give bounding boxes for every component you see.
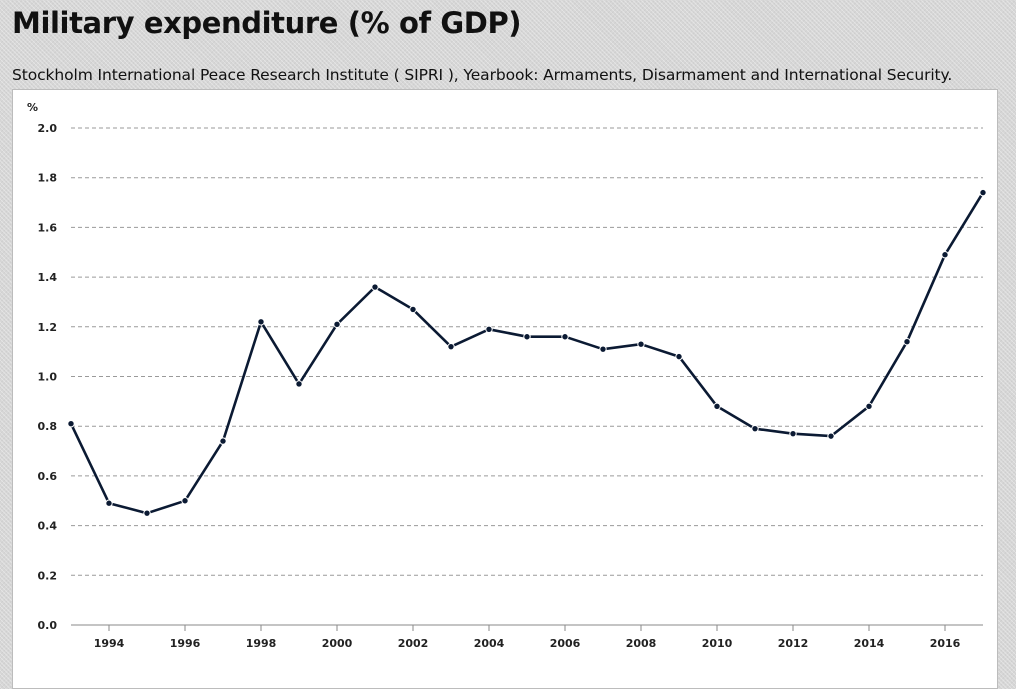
data-point[interactable] [143,509,151,517]
data-point[interactable] [485,325,493,333]
x-tick-label: 2012 [778,637,809,650]
data-point[interactable] [979,188,987,197]
x-tick-label: 1998 [246,637,277,650]
line-chart: %0.00.20.40.60.81.01.21.41.61.82.0 1994 1… [27,101,987,650]
x-axis-ticks: 1994 1996 1998 2000 2002 2004 2006 2008 2010 2012… [94,625,961,650]
series-line [69,191,985,515]
y-tick-label: 0.8 [38,420,58,433]
y-tick-label: 1.2 [38,321,58,334]
y-tick-label: 2.0 [38,122,58,135]
data-point[interactable] [295,380,303,388]
y-tick-label: 1.6 [38,221,58,234]
data-point[interactable] [333,320,341,329]
y-tick-label: 0.0 [38,619,58,632]
x-tick-label: 2014 [854,637,885,650]
data-point[interactable] [219,437,227,445]
x-tick-label: 2000 [322,637,353,650]
y-tick-label: 0.4 [38,520,58,533]
data-point[interactable] [561,333,569,341]
data-point[interactable] [257,318,265,326]
x-tick-label: 2010 [702,637,733,650]
x-tick-label: 2006 [550,637,581,650]
data-point[interactable] [599,345,607,353]
x-tick-label: 2016 [930,637,961,650]
chart-panel: % 0.0 0.2 0.4 0.6 0.8 1.0 1.2 1.4 1.6 1.8 2.0 1994 1… [12,89,998,689]
data-point[interactable] [371,283,379,291]
x-tick-label: 1994 [94,637,125,650]
data-point[interactable] [713,402,721,411]
x-tick-label: 2002 [398,637,429,650]
data-point[interactable] [181,497,189,505]
data-point[interactable] [751,424,759,433]
data-point[interactable] [105,499,113,507]
source-note: Stockholm International Peace Research I… [12,66,953,84]
data-point[interactable] [523,333,531,341]
y-tick-label: 1.4 [38,271,58,284]
y-tick-label: 0.6 [38,470,58,483]
y-tick-label: 1.8 [38,172,58,185]
data-point[interactable] [903,338,911,346]
data-point[interactable] [789,429,797,438]
data-point[interactable] [827,432,835,440]
data-point[interactable] [675,352,683,361]
y-axis-ticks: % 0.0 0.2 0.4 0.6 0.8 1.0 1.2 1.4 1.6 1.8 2.0 [27,101,57,632]
data-point[interactable] [637,340,645,348]
data-point[interactable] [941,251,949,259]
data-point[interactable] [447,342,455,351]
x-tick-label: 2004 [474,637,505,650]
data-point[interactable] [67,420,75,428]
data-point[interactable] [865,402,873,411]
x-tick-label: 1996 [170,637,201,650]
data-point[interactable] [409,305,417,314]
grid-lines [71,127,983,576]
series-layer [67,188,987,517]
y-tick-label: 1.0 [38,371,58,384]
y-axis-unit-label: % [27,101,38,114]
x-tick-label: 2008 [626,637,657,650]
page-title: Military expenditure (% of GDP) [12,6,522,40]
y-tick-label: 0.2 [38,569,58,582]
